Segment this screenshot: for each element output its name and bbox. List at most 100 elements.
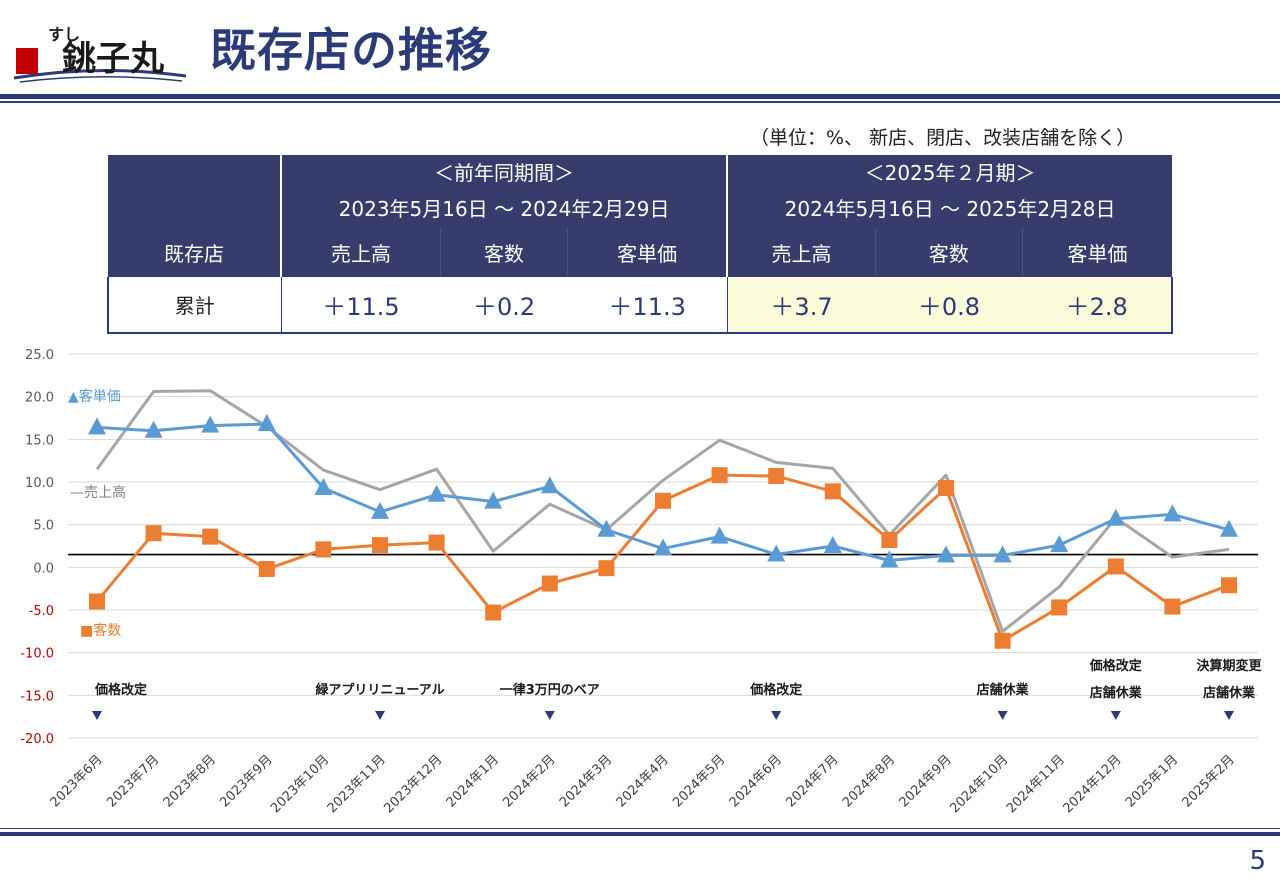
data-point-triangle [1050, 535, 1069, 553]
y-tick-label: 0.0 [33, 561, 54, 576]
data-point-triangle [314, 477, 333, 495]
data-point-triangle [1220, 519, 1238, 537]
legend-customers: ■客数 [80, 622, 121, 639]
data-point-square [994, 632, 1011, 649]
x-tick-label: 2023年7月 [104, 752, 162, 810]
data-point-square [1107, 558, 1124, 575]
annotation-marker-icon [771, 711, 782, 720]
annotation-label: 緑アプリリニューアル [315, 682, 444, 698]
y-tick-label: -20.0 [20, 732, 54, 747]
logo-sushi-text: すし [48, 25, 80, 44]
x-tick-label: 2024年3月 [557, 752, 615, 810]
col-avg-prev: 客単価 [567, 227, 728, 277]
logo-name-text: 銚子丸 [62, 39, 164, 79]
legend-avg-price: ▲客単価 [68, 388, 121, 405]
val-customers-curr: ＋0.8 [875, 277, 1023, 334]
x-tick-label: 2024年1月 [444, 752, 502, 810]
annotation-marker-icon [1224, 711, 1234, 720]
y-tick-label: 25.0 [25, 348, 54, 363]
data-point-square [711, 467, 728, 484]
period-prev: ＜前年同期間＞ 2023年5月16日 ～ 2024年2月29日 [279, 155, 728, 227]
data-point-triangle [993, 545, 1012, 563]
unit-note: （単位：%、 新店、閉店、改装店舗を除く） [750, 127, 1136, 149]
col-customers-curr: 客数 [874, 227, 1023, 277]
x-tick-label: 2023年11月 [325, 752, 389, 816]
data-point-square [598, 560, 615, 577]
data-point-triangle [257, 413, 276, 431]
data-point-square [258, 561, 275, 578]
data-point-square [881, 532, 898, 549]
annotation-label: 価格改定 [1089, 658, 1142, 674]
logo-stamp [16, 48, 38, 74]
y-tick-label: 10.0 [25, 476, 54, 491]
line-chart: 25.0 20.0 15.0 10.0 5.0 0.0 -5.0 -10.0 -15.0 -20.… [20, 348, 1262, 816]
data-point-square [938, 479, 954, 496]
annotation-label: 店舗休業 [1203, 685, 1256, 701]
data-point-triangle [201, 415, 220, 433]
annotation-label: 店舗休業 [977, 682, 1030, 698]
x-tick-label: 2024年11月 [1004, 752, 1068, 816]
page-title: 既存店の推移 [210, 23, 492, 77]
val-customers-prev: ＋0.2 [440, 277, 568, 334]
data-point-square [202, 528, 219, 545]
data-point-triangle [484, 491, 503, 509]
annotation-marker-icon [92, 711, 102, 720]
row-label-cumulative: 累計 [107, 277, 281, 334]
data-point-square [655, 492, 671, 509]
y-tick-label: 15.0 [25, 433, 54, 448]
page-number: 5 [1249, 846, 1266, 876]
x-tick-label: 2024年4月 [614, 752, 672, 810]
data-point-square [372, 537, 388, 554]
data-point-triangle [1163, 504, 1182, 522]
val-sales-curr: ＋3.7 [726, 277, 876, 334]
x-tick-label: 2024年6月 [727, 752, 785, 810]
data-point-triangle [1106, 508, 1125, 526]
val-sales-prev: ＋11.5 [280, 277, 441, 334]
data-point-square [89, 593, 105, 610]
data-point-square [1051, 599, 1068, 616]
period-curr: ＜2025年２月期＞ 2024年5月16日 ～ 2025年2月28日 [726, 155, 1172, 227]
data-point-triangle [823, 536, 842, 553]
annotation-label: 決算期変更 [1196, 658, 1262, 674]
x-tick-label: 2024年10月 [947, 752, 1011, 816]
annotation-marker-icon [544, 711, 555, 720]
y-tick-label: 20.0 [25, 391, 54, 406]
x-tick-label: 2024年7月 [783, 752, 841, 810]
period-curr-label: ＜2025年２月期＞ [864, 161, 1036, 185]
data-point-square [824, 483, 841, 500]
period-prev-label: ＜前年同期間＞ [434, 161, 575, 185]
data-point-triangle [144, 420, 163, 438]
footer-rule-thin [0, 828, 1280, 829]
annotation-marker-icon [1110, 711, 1121, 720]
kpi-corner [108, 155, 281, 227]
data-point-triangle [540, 476, 559, 494]
data-point-square [145, 525, 162, 542]
data-point-triangle [710, 526, 729, 544]
data-point-triangle [371, 501, 389, 519]
header-rule [0, 94, 1280, 99]
data-point-triangle [427, 484, 446, 502]
kpi-table: ＜前年同期間＞ 2023年5月16日 ～ 2024年2月29日 ＜2025年２月… [107, 155, 1173, 334]
y-tick-label: -10.0 [20, 647, 54, 662]
x-tick-label: 2025年1月 [1123, 752, 1181, 810]
period-curr-range: 2024年5月16日 ～ 2025年2月28日 [784, 197, 1116, 221]
annotation-marker-icon [375, 711, 385, 720]
data-point-square [428, 534, 445, 551]
data-point-square [485, 604, 502, 621]
val-avg-curr: ＋2.8 [1022, 277, 1173, 334]
data-point-square [1164, 598, 1181, 615]
col-customers-prev: 客数 [439, 227, 568, 277]
x-tick-label: 2023年12月 [381, 752, 445, 816]
series-line-0 [95, 389, 1230, 633]
data-point-square [768, 468, 785, 485]
data-point-triangle [767, 544, 786, 562]
footer-rule [0, 832, 1280, 836]
data-point-triangle [937, 545, 955, 563]
x-tick-label: 2024年8月 [840, 752, 898, 810]
data-point-triangle [597, 519, 616, 537]
x-tick-label: 2023年9月 [217, 752, 275, 810]
x-tick-label: 2024年2月 [500, 752, 558, 810]
data-point-triangle [88, 417, 106, 435]
x-tick-label: 2023年10月 [268, 752, 332, 816]
annotation-label: 価格改定 [94, 682, 147, 698]
